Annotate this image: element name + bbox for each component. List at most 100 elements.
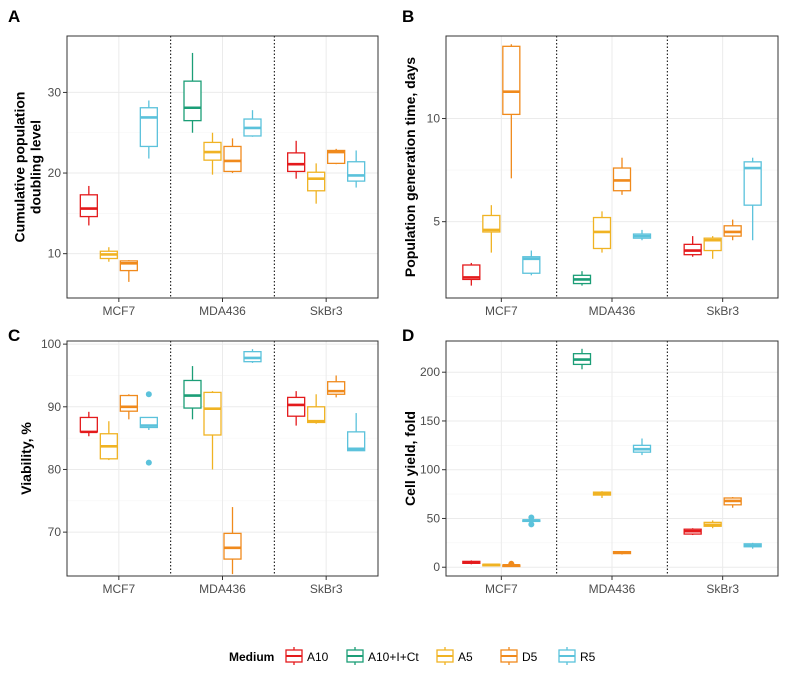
x-tick-label: SkBr3	[310, 304, 343, 318]
box-SkBr3-A5	[307, 394, 326, 424]
y-axis-title: Viability, %	[18, 422, 34, 495]
outlier-point	[528, 521, 535, 528]
y-tick-label: 70	[48, 525, 62, 539]
x-tick-label: SkBr3	[310, 582, 343, 596]
box-SkBr3-D5	[327, 375, 346, 398]
box-MCF7-A5	[482, 205, 501, 253]
box-iqr	[223, 145, 242, 173]
y-axis-title-line: Population generation time, days	[402, 57, 418, 277]
box-MDA436-D5	[612, 550, 632, 555]
y-tick-label: 10	[48, 247, 62, 261]
box-MCF7-D5	[119, 394, 138, 420]
box-SkBr3-D5	[327, 148, 346, 165]
box-MCF7-A5	[482, 563, 501, 567]
y-tick-label: 10	[427, 112, 441, 126]
y-tick-label: 90	[48, 400, 62, 414]
box-MCF7-R5	[522, 514, 541, 528]
y-axis-title-line: Viability, %	[18, 422, 34, 495]
box-MCF7-R5	[139, 391, 158, 466]
box-iqr	[743, 161, 762, 206]
panel-C: 70 80 90 100 MCF7 MDA436 SkBr3 Viability, % C	[8, 326, 379, 596]
box-MCF7-A5	[99, 421, 118, 461]
legend-label: A10+I+Ct	[368, 650, 419, 664]
y-tick-label: 100	[41, 337, 61, 351]
box-iqr	[203, 391, 222, 436]
y-tick-label: 100	[420, 463, 440, 477]
box-MDA436-D5	[223, 507, 242, 575]
x-tick-label: SkBr3	[706, 582, 739, 596]
box-SkBr3-R5	[347, 413, 366, 452]
panel-A: 10 20 30 MCF7 MDA436 SkBr3 Cumulative populati…	[8, 7, 379, 318]
x-tick-label: MCF7	[485, 582, 518, 596]
box-MDA436-R5	[243, 349, 262, 363]
box-MCF7-A10	[79, 411, 98, 437]
box-iqr	[327, 149, 346, 165]
box-iqr	[287, 152, 306, 173]
y-tick-label: 80	[48, 462, 62, 476]
legend-label: R5	[580, 650, 596, 664]
box-iqr	[79, 416, 98, 433]
box-MCF7-R5	[139, 100, 158, 159]
x-tick-label: MDA436	[589, 304, 636, 318]
outlier-point	[508, 560, 515, 567]
box-iqr	[347, 431, 366, 452]
legend-item-A10ICt: A10+I+Ct	[346, 647, 419, 665]
y-tick-label: 150	[420, 414, 440, 428]
outlier-point	[528, 514, 535, 521]
y-tick-label: 200	[420, 365, 440, 379]
y-axis-title-line: Cumulative population	[12, 92, 28, 243]
box-MDA436-D5	[223, 138, 242, 174]
box-SkBr3-A10	[287, 391, 306, 426]
box-MDA436-R5	[632, 438, 652, 456]
y-axis-title-line: Cell yield, fold	[402, 411, 418, 506]
box-iqr	[223, 532, 242, 560]
x-tick-label: MDA436	[199, 582, 246, 596]
box-SkBr3-A5	[703, 520, 722, 529]
y-tick-label: 50	[427, 511, 441, 525]
legend-item-A5: A5	[436, 647, 473, 665]
box-SkBr3-D5	[723, 219, 742, 241]
box-iqr	[482, 214, 501, 233]
box-MCF7-A5	[99, 247, 118, 262]
box-iqr	[183, 80, 202, 122]
panel-label: C	[8, 326, 20, 345]
box-MDA436-D5	[612, 157, 632, 195]
box-MCF7-D5	[502, 560, 521, 568]
box-MDA436-R5	[632, 229, 652, 241]
box-MDA436-A5	[203, 391, 222, 470]
box-iqr	[139, 107, 158, 148]
x-tick-label: MDA436	[199, 304, 246, 318]
box-iqr	[462, 264, 481, 281]
y-axis-title: Cell yield, fold	[402, 411, 418, 506]
y-tick-label: 5	[433, 215, 440, 229]
legend-label: D5	[522, 650, 538, 664]
box-MCF7-D5	[119, 260, 138, 282]
box-MCF7-A10	[462, 560, 481, 565]
box-MCF7-A10	[462, 262, 481, 286]
legend-label: A10	[307, 650, 329, 664]
box-MCF7-R5	[522, 250, 541, 276]
x-tick-label: MCF7	[485, 304, 518, 318]
box-MDA436-R5	[243, 110, 262, 137]
legend-title: Medium	[229, 650, 274, 664]
box-SkBr3-R5	[743, 542, 762, 549]
panel-label: A	[8, 7, 20, 26]
y-axis-title: Population generation time, days	[402, 57, 418, 277]
panel-B: 5 10 MCF7 MDA436 SkBr3 Population generation …	[402, 7, 779, 318]
box-SkBr3-A10	[287, 140, 306, 179]
legend-item-D5: D5	[500, 647, 538, 665]
box-SkBr3-A5	[307, 163, 326, 204]
outlier-point	[145, 391, 152, 398]
box-SkBr3-R5	[347, 150, 366, 188]
box-SkBr3-R5	[743, 157, 762, 241]
x-tick-label: MDA436	[589, 582, 636, 596]
box-MDA436-A10+I+Ct	[183, 366, 202, 420]
box-MCF7-A10	[79, 185, 98, 226]
box-iqr	[522, 256, 541, 274]
box-SkBr3-D5	[723, 497, 742, 508]
box-MCF7-D5	[502, 44, 521, 179]
box-MDA436-A10+I+Ct	[572, 348, 592, 370]
legend: Medium A10 A10+I+Ct A5 D5 R5	[229, 647, 596, 665]
box-iqr	[119, 260, 138, 272]
